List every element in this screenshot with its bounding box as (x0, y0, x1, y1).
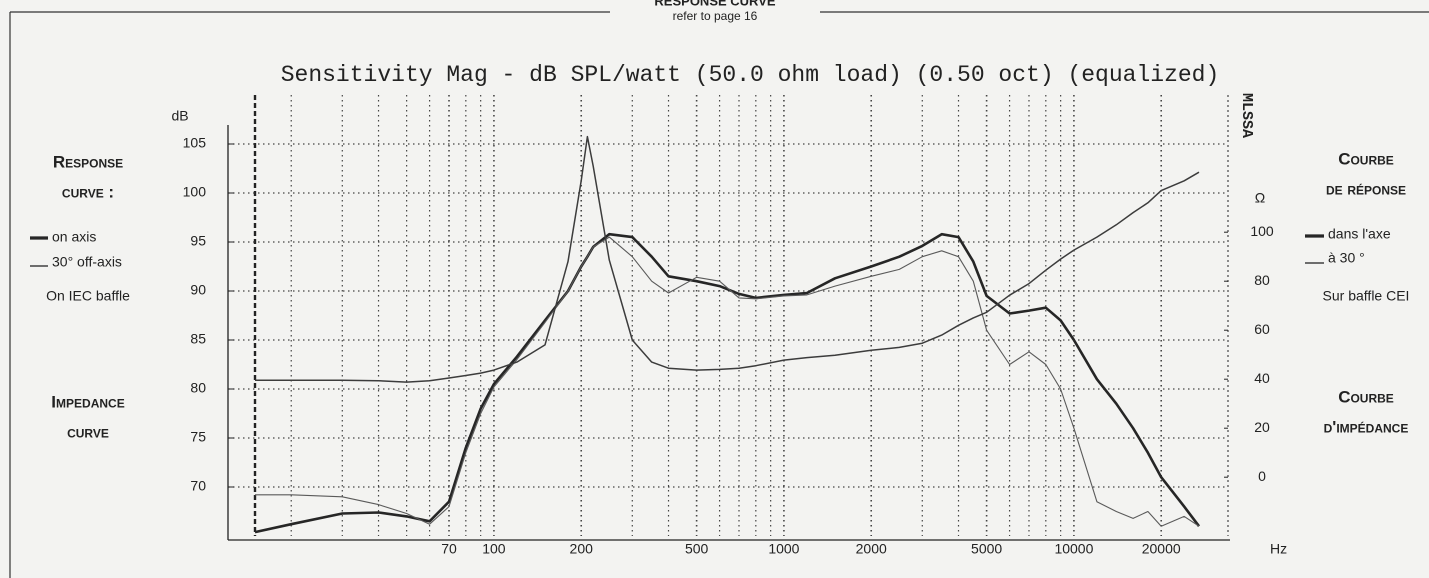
y2-axis-label: Ω (1255, 190, 1265, 206)
left-heading: curve : (62, 182, 114, 201)
x-tick-label: 5000 (971, 541, 1002, 557)
legend-label: on axis (52, 229, 96, 245)
left-note: On IEC baffle (46, 288, 130, 304)
y-tick-label: 90 (190, 282, 206, 298)
y-axis-label: dB (171, 108, 188, 124)
x-tick-label: 70 (441, 541, 457, 557)
x-tick-label: 500 (685, 541, 709, 557)
x-axis-label: Hz (1270, 541, 1287, 557)
y-tick-label: 85 (190, 331, 206, 347)
y2-tick-label: 100 (1250, 223, 1274, 239)
y2-tick-label: 0 (1258, 468, 1266, 484)
x-tick-label: 2000 (856, 541, 887, 557)
y-tick-label: 70 (190, 478, 206, 494)
axes (227, 95, 1230, 541)
legend-label-fr: à 30 ° (1328, 250, 1365, 266)
x-tick-label: 1000 (768, 541, 799, 557)
y2-tick-label: 20 (1254, 419, 1270, 435)
right-heading: Courbe (1338, 149, 1394, 168)
left-heading: curve (67, 422, 109, 441)
x-tick-label: 200 (570, 541, 594, 557)
y-tick-label: 80 (190, 380, 206, 396)
series-line (254, 232, 1201, 534)
y-tick-label: 100 (183, 184, 207, 200)
right-heading: de réponse (1326, 179, 1406, 198)
right-heading: d'impédance (1324, 417, 1409, 436)
series-line (255, 236, 1200, 527)
legend-label-fr: dans l'axe (1328, 226, 1391, 242)
y2-tick-label: 40 (1254, 370, 1270, 386)
y2-tick-label: 80 (1254, 272, 1270, 288)
y-tick-label: 95 (190, 233, 206, 249)
y2-tick-label: 60 (1254, 321, 1270, 337)
right-heading: Courbe (1338, 387, 1394, 406)
legend-label: 30° off-axis (52, 254, 122, 270)
series-line (255, 135, 1200, 383)
x-tick-label: 10000 (1054, 541, 1093, 557)
frame (9, 11, 1429, 578)
x-tick-label: 20000 (1142, 541, 1181, 557)
left-heading: Response (53, 152, 123, 171)
side-label: MLSSA (1238, 93, 1255, 138)
y-tick-label: 75 (190, 429, 206, 445)
chart-title: Sensitivity Mag - dB SPL/watt (50.0 ohm … (281, 62, 1220, 88)
left-heading: Impedance (51, 392, 124, 411)
y-tick-label: 105 (183, 135, 207, 151)
header-title: RESPONSE CURVE (654, 0, 775, 8)
x-tick-label: 100 (482, 541, 506, 557)
right-note: Sur baffle CEI (1323, 288, 1410, 304)
header-subtitle: refer to page 16 (673, 9, 758, 23)
